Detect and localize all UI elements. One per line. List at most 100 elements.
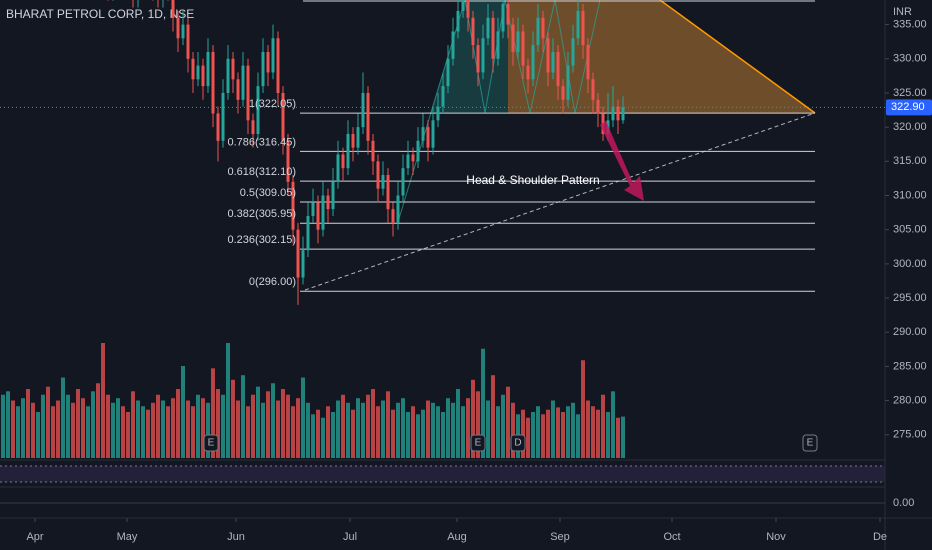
event-marker [802, 434, 818, 452]
volume-bar [616, 417, 620, 458]
candle-body [271, 38, 275, 73]
chart-title: BHARAT PETROL CORP, 1D, NSE [6, 7, 194, 21]
volume-bar [101, 343, 105, 458]
volume-bar [401, 398, 405, 458]
volume-bar [376, 406, 380, 458]
volume-bar [596, 409, 600, 458]
candle-body [251, 120, 255, 134]
volume-bar [266, 391, 270, 458]
fib-label: 0(296.00) [249, 276, 296, 288]
candle-body [306, 216, 310, 251]
candle-body [476, 45, 480, 73]
volume-bar [261, 402, 265, 458]
volume-bar [601, 394, 605, 458]
candle-body [256, 86, 260, 134]
candle-body [491, 17, 495, 59]
volume-bar [486, 400, 490, 458]
x-tick-label: Sep [550, 531, 570, 543]
event-marker [470, 434, 486, 452]
candle-body [346, 133, 350, 169]
volume-bar [6, 391, 10, 458]
candle-body [241, 65, 245, 100]
candle-body [231, 58, 235, 80]
volume-bar [586, 400, 590, 458]
volume-bar [16, 406, 20, 458]
candle-body [571, 38, 575, 66]
volume-bar [31, 402, 35, 458]
candle-body [581, 10, 585, 46]
y-tick-label: 285.00 [893, 360, 927, 372]
volume-bar [436, 406, 440, 458]
candle-body [326, 195, 330, 210]
candle-body [441, 86, 445, 107]
candle-body [281, 92, 285, 141]
volume-bar [76, 389, 80, 458]
volume-bar [11, 400, 15, 458]
volume-bar [356, 398, 360, 458]
candle-body [371, 140, 375, 162]
volume-bar [111, 402, 115, 458]
candle-body [211, 51, 215, 114]
candle-body [386, 174, 390, 210]
candle-body [236, 79, 240, 100]
volume-bar [231, 379, 235, 458]
candle-body [501, 4, 505, 32]
x-tick-label: Nov [766, 531, 786, 543]
candle-body [321, 195, 325, 230]
volume-bar [211, 368, 215, 458]
candle-body [261, 51, 265, 87]
candle-body [591, 79, 595, 100]
x-tick-label: Oct [663, 531, 680, 543]
volume-bar [216, 389, 220, 458]
volume-bar [591, 406, 595, 458]
candle-body [421, 127, 425, 141]
volume-bar [411, 406, 415, 458]
volume-bar [511, 402, 515, 458]
volume-bar [196, 394, 200, 458]
volume-bar [321, 417, 325, 458]
candle-body [226, 58, 230, 93]
candle-body [576, 10, 580, 39]
volume-bar [466, 398, 470, 458]
volume-bar [521, 409, 525, 458]
volume-bar [581, 360, 585, 458]
y-tick-label: 300.00 [893, 258, 927, 270]
volume-bar [416, 414, 420, 458]
volume-bar [611, 391, 615, 458]
candle-body [291, 181, 295, 230]
candle-body [531, 45, 535, 80]
volume-bar [396, 402, 400, 458]
volume-bar [481, 348, 485, 458]
candle-body [266, 51, 270, 73]
candle-body [201, 65, 205, 87]
volume-bar [366, 394, 370, 458]
volume-bar [26, 389, 30, 458]
volume-bar [336, 400, 340, 458]
candle-body [191, 58, 195, 80]
volume-bar [456, 389, 460, 458]
volume-bar [281, 389, 285, 458]
volume-bar [536, 406, 540, 458]
volume-bar [176, 389, 180, 458]
volume-bar [506, 386, 510, 458]
volume-bar [106, 394, 110, 458]
volume-bar [286, 394, 290, 458]
candle-body [466, 0, 470, 18]
x-tick-label: Apr [26, 531, 43, 543]
candle-body [486, 17, 490, 39]
volume-bar [116, 398, 120, 458]
candle-body [556, 51, 560, 87]
volume-bar [566, 406, 570, 458]
volume-bar [326, 406, 330, 458]
event-label: E [475, 438, 482, 449]
candle-body [286, 140, 290, 182]
candle-body [406, 154, 410, 169]
candle-body [586, 45, 590, 80]
volume-bar [186, 400, 190, 458]
volume-bar [571, 402, 575, 458]
volume-bar [131, 391, 135, 458]
volume-bar [606, 412, 610, 458]
y-tick-label: 335.00 [893, 19, 927, 31]
